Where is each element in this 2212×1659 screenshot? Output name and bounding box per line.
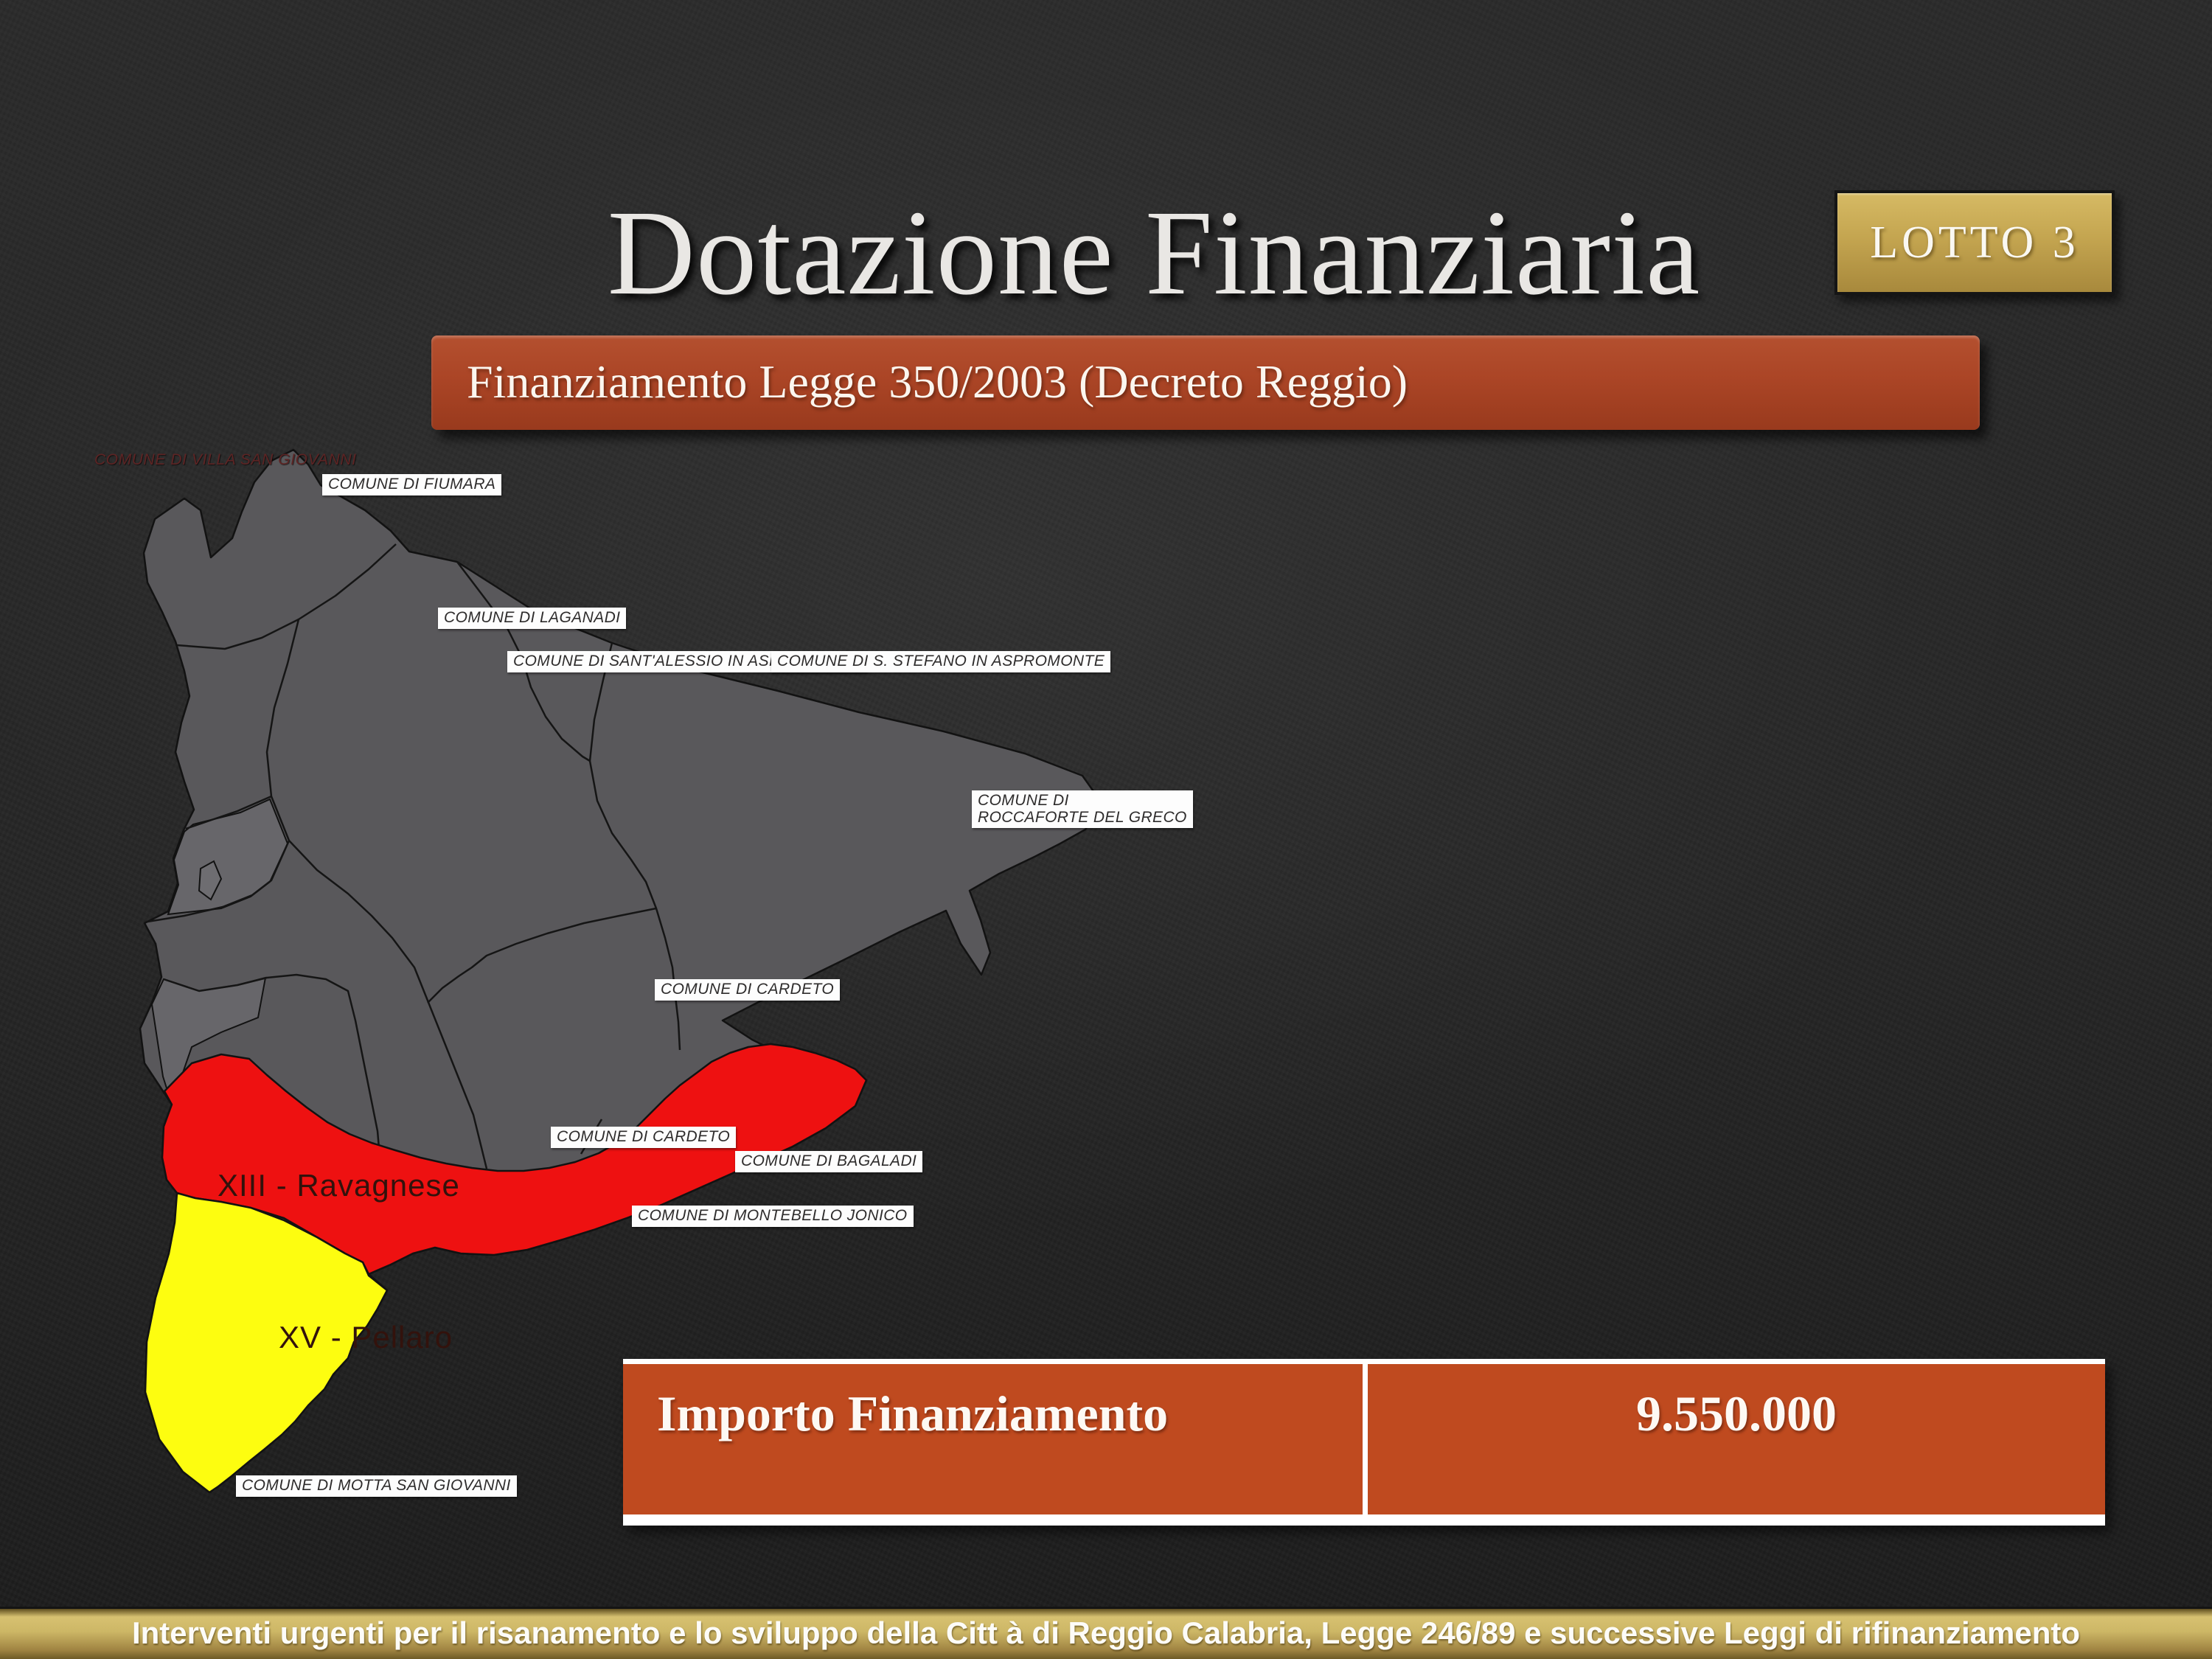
label-roccaforte: COMUNE DI ROCCAFORTE DEL GRECO [972, 790, 1193, 829]
footer-bar: Interventi urgenti per il risanamento e … [0, 1607, 2212, 1659]
label-district-ravagnese: XIII - Ravagnese [218, 1168, 460, 1203]
label-s-stefano: COMUNE DI S. STEFANO IN ASPROMONTE [771, 651, 1111, 672]
map-region-pellaro-yellow [144, 1192, 389, 1494]
financing-label-cell: Importo Finanziamento [623, 1364, 1363, 1514]
label-villa-san-giovanni: COMUNE DI VILLA SAN GIOVANNI [94, 451, 357, 468]
label-laganadi: COMUNE DI LAGANADI [438, 608, 627, 629]
label-bagaladi: COMUNE DI BAGALADI [735, 1151, 923, 1172]
label-cardeto-2: COMUNE DI CARDETO [551, 1127, 737, 1148]
label-cardeto-1: COMUNE DI CARDETO [655, 979, 841, 1001]
municipal-boundaries [147, 543, 681, 1169]
lotto-badge: LOTTO 3 [1834, 190, 2115, 295]
map-region-coastal-patch-3 [198, 860, 223, 901]
financing-table: Importo Finanziamento 9.550.000 [623, 1359, 2105, 1526]
label-motta-san-giovanni: COMUNE DI MOTTA SAN GIOVANNI [236, 1475, 517, 1497]
subtitle-banner: Finanziamento Legge 350/2003 (Decreto Re… [431, 335, 1980, 430]
label-district-pellaro: XV - Pellaro [279, 1320, 453, 1354]
subtitle-banner-text: Finanziamento Legge 350/2003 (Decreto Re… [467, 355, 1408, 408]
financing-value-cell: 9.550.000 [1368, 1364, 2105, 1514]
label-montebello: COMUNE DI MONTEBELLO JONICO [632, 1206, 914, 1227]
municipalities-map [74, 428, 1106, 1578]
label-fiumara: COMUNE DI FIUMARA [322, 474, 502, 495]
page-title: Dotazione Finanziaria [607, 185, 1701, 320]
map-svg [139, 448, 1104, 1494]
